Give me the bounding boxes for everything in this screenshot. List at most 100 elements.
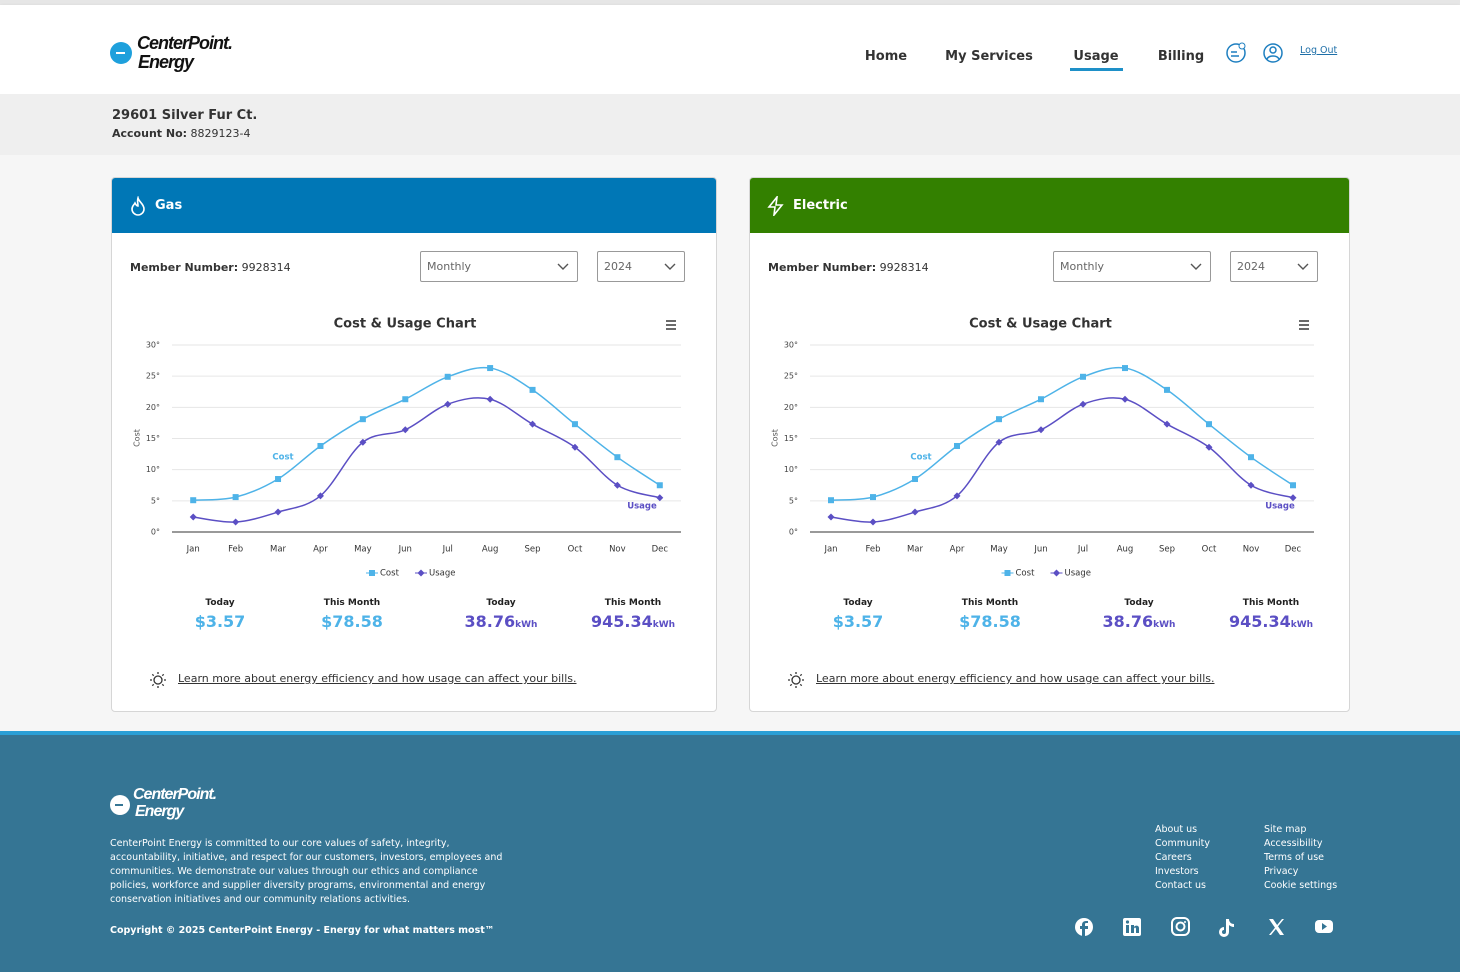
dropdown[interactable]: Monthly bbox=[420, 251, 578, 282]
footer-link[interactable]: Terms of use bbox=[1264, 852, 1324, 863]
nav-link[interactable]: My Services bbox=[945, 49, 1033, 64]
series-0 bbox=[828, 365, 1296, 504]
footer-logo-text: CenterPoint. bbox=[133, 786, 217, 803]
stat-label: This Month bbox=[1242, 598, 1300, 608]
chart-menu[interactable] bbox=[666, 320, 676, 330]
x-tick-label: Mar bbox=[270, 545, 287, 555]
cost-marker bbox=[954, 442, 960, 449]
account-label: Account No: bbox=[112, 127, 188, 140]
nav-link[interactable]: Home bbox=[864, 49, 908, 64]
usage-marker bbox=[232, 518, 240, 526]
footer-link[interactable]: Investors bbox=[1155, 866, 1199, 877]
address: 29601 Silver Fur Ct. bbox=[112, 108, 258, 123]
footer-link[interactable]: Site map bbox=[1264, 824, 1307, 835]
dropdown-value: Monthly bbox=[1060, 260, 1105, 273]
x-tick-label: Jul bbox=[1077, 545, 1088, 555]
cost-marker bbox=[402, 396, 409, 403]
stat-value: 38.76kWh bbox=[465, 612, 538, 631]
x-tick-label: May bbox=[354, 545, 372, 555]
top-strip bbox=[0, 0, 1460, 5]
y-tick-label: 10° bbox=[146, 465, 160, 474]
stat-unit: kWh bbox=[1153, 620, 1176, 630]
chart-menu[interactable] bbox=[1299, 320, 1309, 330]
footer-logo-mark bbox=[110, 795, 130, 815]
legend-label: Cost bbox=[1016, 569, 1036, 579]
usage-marker bbox=[953, 492, 961, 500]
cost-marker bbox=[996, 416, 1002, 423]
y-tick-label: 30° bbox=[146, 341, 160, 350]
nav-link[interactable]: Billing bbox=[1157, 49, 1205, 64]
logout-link[interactable]: Log Out bbox=[1300, 45, 1338, 56]
nav-link[interactable]: Usage bbox=[1073, 49, 1119, 64]
cost-marker bbox=[1080, 373, 1086, 380]
usage-marker bbox=[189, 513, 197, 521]
y-tick-label: 0° bbox=[789, 528, 798, 537]
cost-marker bbox=[1122, 365, 1128, 372]
stat-label: This Month bbox=[961, 598, 1019, 608]
footer-link[interactable]: Community bbox=[1155, 838, 1210, 849]
chevron-shape bbox=[1297, 263, 1309, 270]
series-annotation: Usage bbox=[627, 502, 657, 512]
tip-link[interactable]: Learn more about energy efficiency and h… bbox=[178, 672, 577, 685]
y-tick-label: 5° bbox=[789, 496, 798, 505]
cost-marker bbox=[1164, 386, 1170, 393]
copyright: Copyright © 2025 CenterPoint Energy - En… bbox=[110, 925, 495, 936]
legend-label: Cost bbox=[380, 569, 400, 579]
x-tick-label: Dec bbox=[652, 545, 669, 555]
x-tick-label: May bbox=[990, 545, 1008, 555]
x-tick-label: Jan bbox=[823, 545, 837, 555]
member-line: Member Number: 9928314 bbox=[130, 261, 291, 274]
panel-title: Gas bbox=[155, 198, 183, 213]
dropdown[interactable]: 2024 bbox=[597, 251, 685, 282]
logo-mark bbox=[110, 42, 132, 64]
chevron bbox=[1190, 263, 1202, 270]
cost-marker bbox=[1038, 396, 1044, 403]
cost-marker bbox=[275, 476, 282, 483]
chart-title: Cost & Usage Chart bbox=[969, 317, 1112, 332]
series-line bbox=[193, 366, 661, 501]
tip-icon bbox=[788, 672, 804, 688]
y-tick-label: 10° bbox=[784, 465, 798, 474]
usage-marker bbox=[274, 508, 282, 516]
stat-value: 945.34kWh bbox=[591, 612, 675, 631]
cost-marker bbox=[487, 365, 494, 372]
icon-shape bbox=[767, 196, 784, 216]
footer-about: CenterPoint Energy is committed to our c… bbox=[110, 838, 503, 905]
usage-marker bbox=[1121, 395, 1129, 403]
logo-text[interactable]: CenterPoint. bbox=[137, 33, 233, 53]
footer-link[interactable]: About us bbox=[1155, 824, 1198, 835]
cost-marker bbox=[828, 497, 834, 504]
x-tick-label: Jul bbox=[442, 545, 453, 555]
usage-marker bbox=[827, 513, 835, 521]
stat-number: 38.76 bbox=[1102, 612, 1154, 631]
dropdown-value: Monthly bbox=[427, 260, 472, 273]
tip-link[interactable]: Learn more about energy efficiency and h… bbox=[816, 672, 1215, 685]
x-tick-label: Sep bbox=[525, 545, 541, 555]
footer-link[interactable]: Privacy bbox=[1264, 866, 1299, 877]
logo-text[interactable]: Energy bbox=[138, 52, 194, 72]
series-annotation: Cost bbox=[910, 453, 931, 463]
footer-link[interactable]: Contact us bbox=[1155, 880, 1206, 891]
stat-label: Today bbox=[205, 598, 235, 608]
account-band: 29601 Silver Fur Ct. Account No: 8829123… bbox=[0, 94, 1460, 155]
usage-marker bbox=[1079, 400, 1087, 408]
footer-link[interactable]: Cookie settings bbox=[1264, 880, 1338, 891]
x-tick-label: Nov bbox=[609, 545, 626, 555]
y-tick-label: 25° bbox=[784, 372, 798, 381]
x-tick-label: Sep bbox=[1159, 545, 1175, 555]
dropdown[interactable]: 2024 bbox=[1230, 251, 1318, 282]
stat-number: $78.58 bbox=[321, 612, 383, 631]
member-number: 9928314 bbox=[879, 261, 929, 274]
footer: CenterPoint. Energy CenterPoint Energy i… bbox=[0, 731, 1460, 972]
dropdown[interactable]: Monthly bbox=[1053, 251, 1211, 282]
social-icons[interactable] bbox=[1070, 915, 1340, 945]
chart: Cost & Usage Chart Cost 0° 5° 10° 15° 20° 25° 30… bbox=[133, 317, 681, 579]
footer-link[interactable]: Accessibility bbox=[1264, 838, 1323, 849]
header-icons[interactable] bbox=[1225, 41, 1285, 65]
footer-link[interactable]: Careers bbox=[1155, 852, 1192, 863]
footer-logo-text: Energy bbox=[135, 803, 184, 820]
sun-core bbox=[153, 675, 163, 685]
stat-label: This Month bbox=[323, 598, 381, 608]
cost-marker bbox=[1206, 421, 1212, 428]
member-line: Member Number: 9928314 bbox=[768, 261, 929, 274]
